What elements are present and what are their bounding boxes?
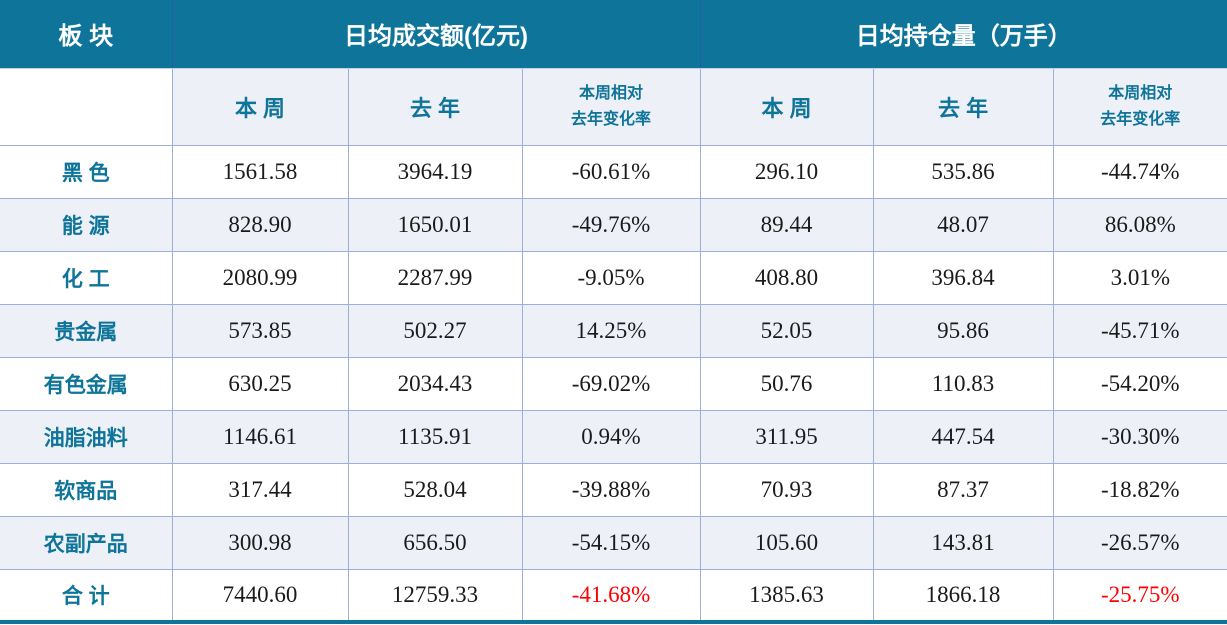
turnover-change-cell: -60.61% <box>521 144 701 199</box>
openinterest-lastyear-cell: 1866.18 <box>872 568 1054 624</box>
turnover-change-cell: -39.88% <box>521 462 701 517</box>
group-header-row: 板 块 日均成交额(亿元) 日均持仓量（万手） <box>0 0 1227 69</box>
turnover-change-cell: -69.02% <box>521 356 701 411</box>
openinterest-lastyear-cell: 95.86 <box>872 303 1054 358</box>
openinterest-change-cell: 86.08% <box>1052 197 1227 252</box>
openinterest-change-cell: -45.71% <box>1052 303 1227 358</box>
openinterest-week-cell: 296.10 <box>699 144 874 199</box>
turnover-change-cell: 14.25% <box>521 303 701 358</box>
sub-header-row: 本 周 去 年 本周相对 去年变化率 本 周 去 年 本周相对 去年变化率 <box>0 67 1227 146</box>
turnover-lastyear-cell: 3964.19 <box>347 144 523 199</box>
turnover-lastyear-cell: 12759.33 <box>347 568 523 624</box>
change-header-line2: 去年变化率 <box>1100 110 1181 128</box>
table-header: 板 块 日均成交额(亿元) 日均持仓量（万手） 本 周 去 年 本周相对 去年变… <box>0 0 1227 146</box>
openinterest-change-header: 本周相对 去年变化率 <box>1052 67 1227 146</box>
table-row-energy: 能 源 828.90 1650.01 -49.76% 89.44 48.07 8… <box>0 197 1227 252</box>
turnover-week-cell: 317.44 <box>171 462 349 517</box>
table-row-total: 合 计 7440.60 12759.33 -41.68% 1385.63 186… <box>0 568 1227 624</box>
row-label: 油脂油料 <box>0 409 173 464</box>
row-label: 能 源 <box>0 197 173 252</box>
table-row-precious-metals: 贵金属 573.85 502.27 14.25% 52.05 95.86 -45… <box>0 303 1227 358</box>
openinterest-lastyear-cell: 143.81 <box>872 515 1054 570</box>
row-label: 贵金属 <box>0 303 173 358</box>
turnover-change-cell: -49.76% <box>521 197 701 252</box>
turnover-lastyear-cell: 1650.01 <box>347 197 523 252</box>
turnover-lastyear-cell: 2287.99 <box>347 250 523 305</box>
openinterest-change-cell: -25.75% <box>1052 568 1227 624</box>
openinterest-week-cell: 105.60 <box>699 515 874 570</box>
turnover-change-cell: -54.15% <box>521 515 701 570</box>
turnover-lastyear-cell: 1135.91 <box>347 409 523 464</box>
openinterest-lastyear-cell: 535.86 <box>872 144 1054 199</box>
turnover-lastyear-cell: 2034.43 <box>347 356 523 411</box>
turnover-week-cell: 300.98 <box>171 515 349 570</box>
turnover-lastyear-cell: 656.50 <box>347 515 523 570</box>
turnover-group-header: 日均成交额(亿元) <box>171 0 701 69</box>
openinterest-change-cell: -18.82% <box>1052 462 1227 517</box>
turnover-week-cell: 630.25 <box>171 356 349 411</box>
openinterest-lastyear-cell: 48.07 <box>872 197 1054 252</box>
turnover-week-cell: 7440.60 <box>171 568 349 624</box>
openinterest-change-cell: 3.01% <box>1052 250 1227 305</box>
turnover-lastyear-cell: 502.27 <box>347 303 523 358</box>
openinterest-week-cell: 89.44 <box>699 197 874 252</box>
openinterest-week-cell: 1385.63 <box>699 568 874 624</box>
table-row-nonferrous-metals: 有色金属 630.25 2034.43 -69.02% 50.76 110.83… <box>0 356 1227 411</box>
sector-column-header: 板 块 <box>0 0 173 69</box>
openinterest-week-cell: 70.93 <box>699 462 874 517</box>
openinterest-week-cell: 50.76 <box>699 356 874 411</box>
turnover-week-header: 本 周 <box>171 67 349 146</box>
openinterest-week-cell: 52.05 <box>699 303 874 358</box>
openinterest-lastyear-header: 去 年 <box>872 67 1054 146</box>
turnover-change-header: 本周相对 去年变化率 <box>521 67 701 146</box>
turnover-week-cell: 828.90 <box>171 197 349 252</box>
row-label: 黑 色 <box>0 144 173 199</box>
openinterest-week-cell: 408.80 <box>699 250 874 305</box>
table-row-black: 黑 色 1561.58 3964.19 -60.61% 296.10 535.8… <box>0 144 1227 199</box>
turnover-change-cell: -9.05% <box>521 250 701 305</box>
openinterest-lastyear-cell: 87.37 <box>872 462 1054 517</box>
row-label: 有色金属 <box>0 356 173 411</box>
openinterest-lastyear-cell: 447.54 <box>872 409 1054 464</box>
change-header-line2: 去年变化率 <box>571 110 652 128</box>
turnover-week-cell: 2080.99 <box>171 250 349 305</box>
total-row-label: 合 计 <box>0 568 173 624</box>
openinterest-change-cell: -26.57% <box>1052 515 1227 570</box>
turnover-change-cell: 0.94% <box>521 409 701 464</box>
turnover-change-cell: -41.68% <box>521 568 701 624</box>
table-row-soft-commodities: 软商品 317.44 528.04 -39.88% 70.93 87.37 -1… <box>0 462 1227 517</box>
openinterest-week-cell: 311.95 <box>699 409 874 464</box>
row-label: 化 工 <box>0 250 173 305</box>
row-label: 软商品 <box>0 462 173 517</box>
turnover-lastyear-header: 去 年 <box>347 67 523 146</box>
blank-header-cell <box>0 67 173 146</box>
row-label: 农副产品 <box>0 515 173 570</box>
openinterest-change-cell: -44.74% <box>1052 144 1227 199</box>
openinterest-change-cell: -54.20% <box>1052 356 1227 411</box>
change-header-line1: 本周相对 <box>1108 84 1173 102</box>
openinterest-lastyear-cell: 110.83 <box>872 356 1054 411</box>
turnover-week-cell: 1561.58 <box>171 144 349 199</box>
open-interest-group-header: 日均持仓量（万手） <box>699 0 1227 69</box>
openinterest-week-header: 本 周 <box>699 67 874 146</box>
openinterest-lastyear-cell: 396.84 <box>872 250 1054 305</box>
table-row-oils-oilseeds: 油脂油料 1146.61 1135.91 0.94% 311.95 447.54… <box>0 409 1227 464</box>
change-header-line1: 本周相对 <box>579 84 644 102</box>
turnover-lastyear-cell: 528.04 <box>347 462 523 517</box>
turnover-week-cell: 573.85 <box>171 303 349 358</box>
table-row-chemical: 化 工 2080.99 2287.99 -9.05% 408.80 396.84… <box>0 250 1227 305</box>
turnover-week-cell: 1146.61 <box>171 409 349 464</box>
table-row-agricultural-products: 农副产品 300.98 656.50 -54.15% 105.60 143.81… <box>0 515 1227 570</box>
table-body: 黑 色 1561.58 3964.19 -60.61% 296.10 535.8… <box>0 144 1227 624</box>
openinterest-change-cell: -30.30% <box>1052 409 1227 464</box>
